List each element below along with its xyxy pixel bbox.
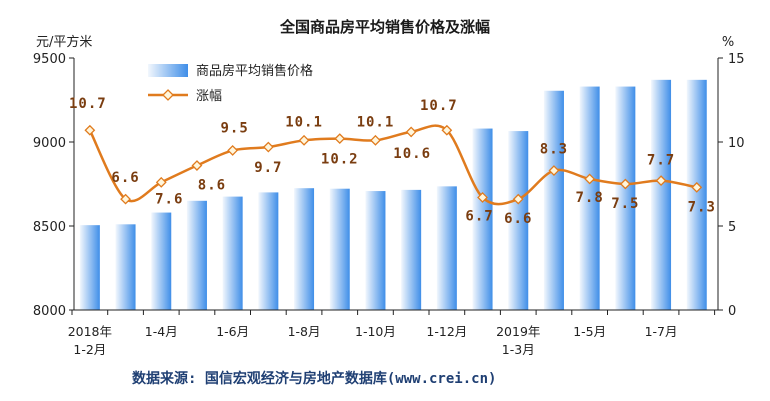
bar (472, 128, 493, 310)
data-label: 7.8 (576, 190, 604, 206)
bar (258, 192, 279, 310)
data-label: 10.2 (321, 152, 359, 168)
bar (365, 191, 386, 310)
data-label: 7.7 (647, 153, 675, 169)
data-label: 8.6 (198, 178, 226, 194)
data-label: 9.7 (254, 160, 282, 176)
bar (543, 90, 564, 310)
line-point (512, 193, 524, 205)
data-label: 7.5 (611, 196, 639, 212)
line-point (334, 133, 346, 145)
x-axis-tick-label: 1-8月 (288, 324, 321, 339)
line-point (548, 165, 560, 176)
line-point (691, 181, 703, 193)
left-axis-tick-label: 9000 (33, 136, 66, 151)
bar (508, 131, 529, 310)
left-axis-tick-label: 9500 (33, 52, 66, 67)
x-axis-tick-label: 1-12月 (426, 324, 467, 339)
line-point (227, 144, 239, 156)
right-axis-unit: % (722, 35, 734, 50)
x-axis-tick-label: 1-6月 (216, 324, 249, 339)
legend-bar-swatch (148, 64, 188, 77)
source-note: 数据来源: 国信宏观经济与房地产数据库(www.crei.cn) (132, 370, 496, 387)
data-label: 6.7 (465, 208, 493, 224)
data-label: 7.6 (155, 191, 183, 207)
right-axis-tick-label: 15 (728, 52, 745, 67)
bar-series (79, 79, 707, 310)
left-axis-unit: 元/平方米 (36, 34, 92, 50)
data-label: 10.7 (69, 96, 107, 112)
left-axis: 8000 8500 9000 9500 (33, 52, 75, 319)
line-point (441, 124, 453, 136)
bar (115, 224, 136, 310)
right-axis-tick-label: 0 (728, 304, 736, 319)
line-point (262, 141, 274, 153)
line-point (655, 175, 667, 187)
legend-bar-label: 商品房平均销售价格 (196, 63, 313, 79)
data-label: 8.3 (540, 142, 568, 158)
line-point (405, 126, 417, 138)
legend: 商品房平均销售价格 涨幅 (148, 63, 313, 104)
right-axis-tick-label: 10 (728, 136, 745, 151)
line-point (155, 176, 167, 188)
bar (615, 86, 636, 310)
legend-line-label: 涨幅 (196, 89, 222, 104)
x-axis-tick-label: 1-10月 (355, 324, 396, 339)
bar (294, 188, 315, 310)
bar (401, 189, 422, 310)
right-axis: 0 5 10 15 (717, 52, 745, 319)
data-label: 9.5 (221, 120, 249, 136)
bar (329, 188, 350, 310)
x-axis-tick-label: 1-4月 (145, 324, 178, 339)
line-point (477, 192, 488, 203)
x-axis-tick-label: 1-3月 (502, 342, 535, 357)
line-point (298, 134, 310, 146)
right-axis-tick-label: 5 (728, 220, 736, 235)
line-point (584, 173, 596, 185)
data-label: 6.6 (111, 170, 139, 186)
line-series (84, 124, 703, 206)
data-label: 10.7 (420, 98, 458, 114)
x-axis-tick-label: 1-5月 (573, 324, 606, 339)
data-label: 6.6 (504, 211, 532, 227)
left-axis-tick-label: 8500 (33, 220, 66, 235)
data-label: 10.1 (357, 114, 395, 130)
bar (686, 79, 707, 310)
line-point (120, 193, 131, 205)
bar (79, 225, 100, 310)
x-axis-tick-label: 2018年 (68, 324, 112, 339)
line-point (191, 160, 203, 171)
legend-marker-swatch (162, 89, 174, 101)
bar (151, 212, 172, 310)
chart-title: 全国商品房平均销售价格及涨幅 (279, 18, 490, 36)
x-axis-tick-label: 1-7月 (645, 324, 678, 339)
bar (579, 86, 600, 310)
line-point (84, 124, 96, 136)
data-label: 10.6 (393, 146, 431, 162)
x-axis-tick-label: 1-2月 (73, 342, 106, 357)
x-axis-tick-label: 2019年 (496, 324, 540, 339)
line-point (370, 134, 381, 146)
bar (186, 200, 207, 310)
data-label: 10.1 (285, 114, 323, 130)
data-label: 7.3 (688, 199, 716, 215)
data-labels: 10.7 6.6 7.6 8.6 9.5 9.7 10.1 10.2 10.1 10.6 10.7 6… (69, 96, 716, 227)
bar (436, 186, 457, 310)
left-axis-tick-label: 8000 (33, 304, 66, 319)
bar (651, 79, 672, 310)
x-axis: 2018年 1-2月 1-4月 1-6月 1-8月 1-10月 1-12月 2019年 1-3月… (68, 309, 718, 357)
bar (222, 196, 243, 310)
line-point (619, 178, 631, 190)
